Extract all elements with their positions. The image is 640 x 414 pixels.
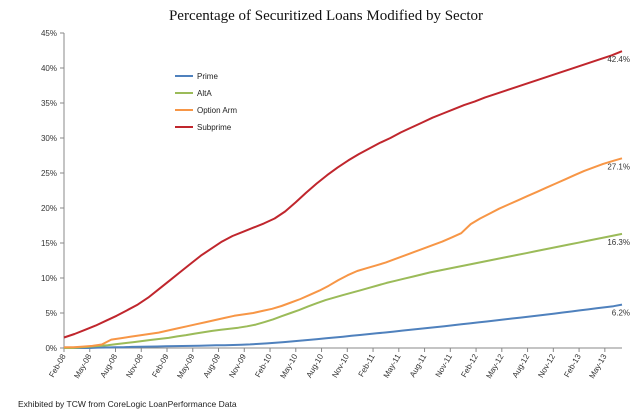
x-tick-label: Aug-08 — [99, 352, 120, 379]
legend-label: Subprime — [197, 123, 232, 132]
x-tick-label: May-13 — [587, 352, 608, 380]
x-tick-label: Feb-11 — [357, 352, 377, 378]
x-tick-label: Feb-10 — [253, 352, 274, 379]
x-tick-label: Nov-10 — [330, 352, 351, 379]
legend: Prime AltA Option Arm Subprime — [175, 72, 237, 132]
y-tick-label: 40% — [41, 64, 57, 73]
legend-label: Option Arm — [197, 106, 237, 115]
x-tick-label: Aug-12 — [511, 352, 532, 379]
series-lines — [63, 50, 623, 349]
y-tick-label: 30% — [41, 134, 57, 143]
y-tick-label: 25% — [41, 169, 57, 178]
y-tick-label: 0% — [45, 344, 57, 353]
x-tick-label: May-12 — [484, 352, 505, 380]
x-axis: Feb-08 May-08 Aug-08 Nov-08 Feb-09 May-09 Aug-… — [47, 347, 622, 380]
y-tick-label: 45% — [41, 29, 57, 38]
y-tick-label: 15% — [41, 239, 57, 248]
series-line-subprime — [63, 50, 623, 339]
legend-label: AltA — [197, 89, 212, 98]
series-line-alta — [64, 232, 623, 349]
x-tick-label: Feb-13 — [562, 352, 583, 379]
x-tick-label: May-10 — [278, 352, 299, 380]
end-value-label: 6.2% — [612, 309, 630, 318]
x-tick-label: Aug-10 — [305, 352, 326, 379]
x-tick-label: Feb-12 — [459, 352, 480, 379]
x-tick-label: Feb-09 — [150, 352, 171, 379]
x-tick-label: Nov-11 — [434, 352, 455, 379]
series-line-option-arm — [64, 157, 623, 349]
x-tick-label: May-09 — [175, 352, 196, 380]
y-axis: 0% 5% 10% 15% 20% 25% 30% 35% 40% 45% — [41, 29, 65, 353]
x-tick-label: May-08 — [72, 352, 93, 380]
x-tick-label: Nov-12 — [536, 352, 557, 379]
x-tick-label: Nov-08 — [124, 352, 145, 379]
x-tick-label: Feb-08 — [47, 352, 68, 379]
source-note: Exhibited by TCW from CoreLogic LoanPerf… — [18, 399, 237, 409]
x-tick-label: Nov-09 — [227, 352, 248, 379]
series-line-prime — [64, 303, 623, 349]
end-value-label: 42.4% — [607, 55, 630, 64]
x-tick-label: May-11 — [382, 352, 403, 380]
y-tick-label: 20% — [41, 204, 57, 213]
y-tick-label: 35% — [41, 99, 57, 108]
x-tick-label: Aug-09 — [202, 352, 223, 379]
legend-label: Prime — [197, 72, 218, 81]
y-tick-label: 10% — [41, 274, 57, 283]
y-tick-label: 5% — [45, 309, 57, 318]
series-end-labels: 6.2% 16.3% 27.1% 42.4% — [607, 55, 630, 317]
chart-title: Percentage of Securitized Loans Modified… — [169, 8, 483, 24]
end-value-label: 27.1% — [607, 162, 630, 171]
x-tick-label: Aug-11 — [408, 352, 429, 379]
end-value-label: 16.3% — [607, 238, 630, 247]
